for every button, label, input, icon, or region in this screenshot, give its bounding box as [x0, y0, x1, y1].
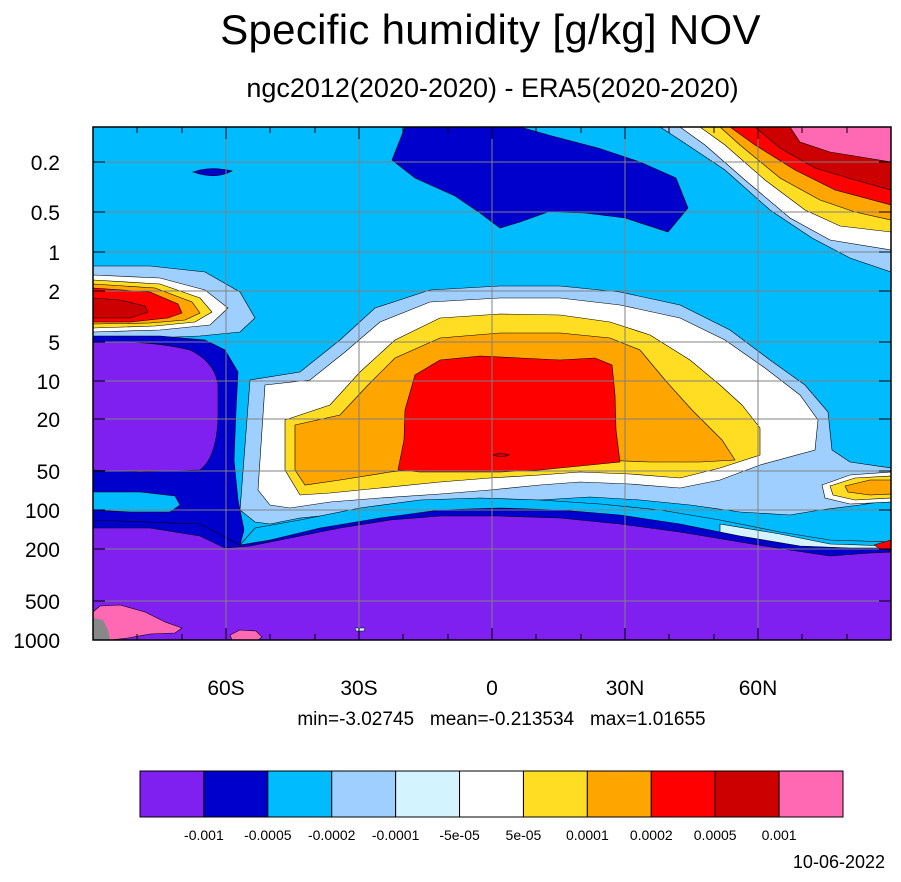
colorbar-level-label: 0.001 — [762, 827, 797, 843]
colorbar-level-label: 0.0005 — [694, 827, 737, 843]
stats-line: min=-3.02745 mean=-0.213534 max=1.01655 — [297, 709, 706, 730]
band-c2-upper-tongue — [391, 127, 689, 233]
x-tick-marks — [136, 127, 848, 640]
y-tick-label: 1000 — [13, 630, 60, 653]
x-tick-label: 60N — [739, 677, 778, 700]
colorbar-box — [139, 770, 205, 818]
colorbar-level-label: -0.0005 — [244, 827, 292, 843]
colorbar-box — [331, 770, 397, 818]
y-tick-label: 0.2 — [31, 152, 60, 175]
colorbar-box — [586, 770, 652, 818]
x-tick-label: 30S — [340, 677, 377, 700]
colorbar-level-label: -0.0001 — [372, 827, 420, 843]
band-c3-south-strip — [93, 491, 181, 513]
colorbar-labels: -0.001 -0.0005 -0.0002 -0.0001 -5e-05 5e-05 0.… — [184, 827, 797, 843]
x-tick-label: 0 — [486, 677, 498, 700]
y-tick-label: 0.5 — [31, 202, 60, 225]
date-stamp: 10-06-2022 — [792, 852, 885, 872]
colorbar-level-label: -0.001 — [184, 827, 224, 843]
colorbar-box — [395, 770, 461, 818]
band-c11-surface-left — [93, 604, 183, 640]
band-c9-right-surface — [873, 539, 891, 551]
chart-subtitle: ngc2012(2020-2020) - ERA5(2020-2020) — [246, 73, 739, 103]
chart-title: Specific humidity [g/kg] NOV — [220, 6, 761, 53]
band-c8-right — [844, 479, 891, 496]
plot-grid — [93, 127, 891, 640]
y-tick-label: 1 — [48, 242, 60, 265]
y-tick-label: 200 — [25, 539, 60, 562]
x-tick-label: 30N — [606, 677, 645, 700]
colorbar-level-label: 0.0001 — [566, 827, 609, 843]
band-c11-surface-small — [229, 629, 263, 640]
colorbar-box — [203, 770, 269, 818]
y-tick-label: 100 — [25, 500, 60, 523]
y-tick-label: 10 — [37, 371, 60, 394]
colorbar-box — [650, 770, 716, 818]
band-c2-small-blob — [192, 168, 233, 177]
x-tick-label: 60S — [207, 677, 244, 700]
colorbar-box — [459, 770, 524, 818]
band-c1-south-blob — [93, 341, 219, 473]
colorbar-box — [522, 770, 588, 818]
band-c10-central-dot — [492, 453, 510, 457]
band-c11-upper-right — [789, 127, 891, 163]
y-tick-label: 50 — [37, 461, 60, 484]
colorbar-box — [267, 770, 333, 818]
land-mask — [93, 618, 110, 640]
y-tick-label: 2 — [48, 281, 60, 304]
colorbar: -0.001 -0.0005 -0.0002 -0.0001 -5e-05 5e-05 0.… — [139, 770, 844, 843]
colorbar-box — [714, 770, 780, 818]
band-c9-central — [397, 355, 621, 473]
colorbar-box — [778, 770, 844, 818]
band-c5-surface-dot — [354, 627, 366, 632]
y-tick-marks — [93, 161, 891, 641]
band-c10-left — [93, 297, 149, 319]
colorbar-level-label: 0.0002 — [630, 827, 673, 843]
y-tick-label: 5 — [48, 332, 60, 355]
y-tick-label: 20 — [37, 409, 60, 432]
y-tick-label: 500 — [25, 591, 60, 614]
colorbar-level-label: -0.0002 — [308, 827, 356, 843]
colorbar-level-label: -5e-05 — [439, 827, 480, 843]
colorbar-level-label: 5e-05 — [506, 827, 542, 843]
colorbar-boxes — [139, 770, 844, 818]
